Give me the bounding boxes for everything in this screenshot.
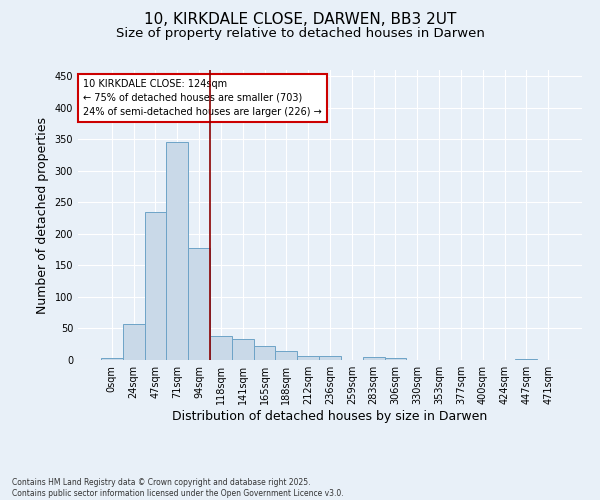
X-axis label: Distribution of detached houses by size in Darwen: Distribution of detached houses by size … [172, 410, 488, 423]
Y-axis label: Number of detached properties: Number of detached properties [36, 116, 49, 314]
Bar [363, 358, 385, 360]
Text: 10, KIRKDALE CLOSE, DARWEN, BB3 2UT: 10, KIRKDALE CLOSE, DARWEN, BB3 2UT [144, 12, 456, 28]
Bar [385, 358, 406, 360]
Bar [275, 351, 297, 360]
Bar [101, 358, 123, 360]
Bar [254, 346, 275, 360]
Bar [188, 248, 210, 360]
Bar [319, 356, 341, 360]
Text: Size of property relative to detached houses in Darwen: Size of property relative to detached ho… [116, 28, 484, 40]
Bar [210, 336, 232, 360]
Bar [515, 358, 537, 360]
Bar [297, 356, 319, 360]
Bar [123, 324, 145, 360]
Text: 10 KIRKDALE CLOSE: 124sqm
← 75% of detached houses are smaller (703)
24% of semi: 10 KIRKDALE CLOSE: 124sqm ← 75% of detac… [83, 78, 322, 116]
Text: Contains HM Land Registry data © Crown copyright and database right 2025.
Contai: Contains HM Land Registry data © Crown c… [12, 478, 344, 498]
Bar [232, 339, 254, 360]
Bar [166, 142, 188, 360]
Bar [145, 212, 166, 360]
